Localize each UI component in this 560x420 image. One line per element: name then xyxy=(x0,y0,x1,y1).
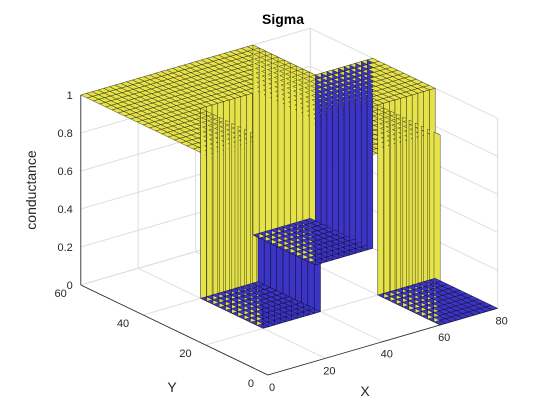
x-tick-label: 40 xyxy=(381,349,393,361)
surface xyxy=(80,44,499,329)
surface-patch xyxy=(366,58,373,251)
y-axis-line xyxy=(80,284,269,376)
z-tick-label: 0.6 xyxy=(58,166,73,178)
surface-patch xyxy=(343,64,350,257)
z-tick-label: 0.4 xyxy=(58,204,73,216)
surface-patch xyxy=(485,305,499,311)
y-axis-label: Y xyxy=(167,379,177,395)
surface-patch xyxy=(338,66,345,259)
x-tick-label: 60 xyxy=(438,332,450,344)
chart-title: Sigma xyxy=(262,11,304,27)
z-tick-label: 0.8 xyxy=(58,128,73,140)
surface-patch xyxy=(355,61,362,254)
y-tick-label: 40 xyxy=(117,318,129,330)
x-tick-label: 0 xyxy=(269,382,275,394)
y-tick-label: 0 xyxy=(248,378,254,390)
z-axis-label: conductance xyxy=(23,150,39,230)
y-tick-label: 60 xyxy=(55,288,67,300)
x-axis-label: X xyxy=(360,383,370,399)
y-tick-label: 20 xyxy=(179,348,191,360)
surface-patch xyxy=(349,63,356,256)
z-tick-label: 0.2 xyxy=(58,242,73,254)
z-tick-label: 1 xyxy=(67,90,73,102)
z-tick-label: 0 xyxy=(67,280,73,292)
x-tick-label: 20 xyxy=(323,365,335,377)
x-tick-label: 80 xyxy=(495,315,507,327)
surface-patch xyxy=(361,59,368,252)
